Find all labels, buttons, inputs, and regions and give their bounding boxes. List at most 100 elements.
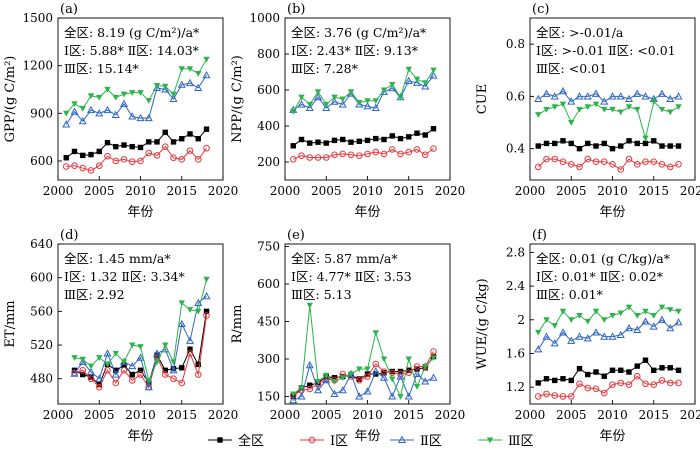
data-point bbox=[543, 140, 550, 147]
data-point bbox=[650, 99, 657, 105]
x-tick-label: 2005 bbox=[556, 184, 587, 198]
data-point bbox=[78, 357, 87, 365]
data-point bbox=[137, 371, 144, 378]
data-point bbox=[389, 133, 395, 139]
data-point bbox=[338, 386, 347, 394]
data-point bbox=[633, 372, 641, 380]
data-point bbox=[305, 361, 314, 369]
series-4 bbox=[535, 99, 682, 142]
series-3 bbox=[289, 361, 438, 404]
x-tick-label: 2000 bbox=[515, 408, 546, 422]
data-point bbox=[356, 138, 362, 144]
data-point bbox=[542, 89, 551, 97]
y-tick-label: 300 bbox=[257, 352, 280, 366]
data-point bbox=[306, 385, 314, 393]
series-2 bbox=[289, 145, 437, 163]
chart-panel-2: 2000 2005 2010 2015 2020 200 400 600 800 1000 年份 NP… bbox=[230, 2, 465, 220]
series-4 bbox=[290, 66, 437, 115]
data-point bbox=[421, 151, 429, 159]
data-point bbox=[608, 332, 617, 340]
data-point bbox=[187, 346, 193, 352]
data-point bbox=[170, 91, 177, 98]
data-point bbox=[405, 148, 413, 156]
data-point bbox=[95, 109, 104, 117]
data-point bbox=[347, 89, 355, 95]
data-point bbox=[559, 308, 567, 315]
data-point bbox=[568, 119, 575, 126]
data-point bbox=[314, 154, 322, 161]
data-point bbox=[576, 163, 583, 171]
series-1 bbox=[63, 126, 210, 161]
data-point bbox=[405, 356, 412, 363]
data-point bbox=[145, 98, 152, 104]
x-tick-label: 2005 bbox=[84, 184, 115, 198]
data-point bbox=[153, 152, 161, 159]
data-point bbox=[79, 367, 87, 374]
data-point bbox=[430, 67, 437, 74]
data-point bbox=[593, 143, 599, 149]
data-point bbox=[551, 392, 559, 399]
data-point bbox=[298, 136, 305, 143]
chart-panel-3: 2000 2005 2010 2015 2020 0.4 0.6 0.8 年份 CUE (c) 全区:… bbox=[475, 2, 700, 220]
y-axis-label: CUE bbox=[475, 84, 490, 114]
data-point bbox=[380, 150, 388, 158]
data-point bbox=[559, 101, 567, 108]
data-point bbox=[584, 155, 592, 163]
data-point bbox=[70, 107, 79, 115]
data-point bbox=[112, 379, 120, 387]
data-point bbox=[95, 383, 103, 391]
data-point bbox=[576, 145, 583, 152]
data-point bbox=[601, 317, 608, 323]
data-point bbox=[355, 392, 364, 400]
data-point bbox=[96, 355, 103, 361]
data-point bbox=[543, 317, 550, 323]
trend-annotation: 全区: 5.87 mm/a* bbox=[291, 251, 398, 266]
data-point bbox=[95, 162, 103, 170]
data-point bbox=[178, 156, 186, 163]
series-4 bbox=[71, 276, 210, 384]
data-point bbox=[667, 143, 673, 149]
data-point bbox=[585, 371, 591, 378]
data-point bbox=[600, 332, 609, 340]
data-point bbox=[71, 355, 78, 361]
data-point bbox=[111, 110, 120, 118]
data-point bbox=[185, 336, 195, 344]
x-tick-label: 2005 bbox=[84, 408, 115, 422]
x-tick-label: 2000 bbox=[43, 408, 74, 422]
series-line bbox=[74, 315, 207, 389]
series-line bbox=[292, 68, 434, 112]
data-point bbox=[355, 100, 364, 108]
legend-label: Ⅱ区 bbox=[420, 434, 442, 449]
data-point bbox=[87, 167, 95, 174]
data-point bbox=[642, 380, 649, 388]
data-point bbox=[422, 80, 429, 86]
series-line bbox=[293, 148, 434, 160]
data-point bbox=[617, 109, 624, 116]
data-point bbox=[534, 345, 543, 353]
data-point bbox=[186, 307, 194, 313]
x-tick-label: 2020 bbox=[208, 184, 239, 198]
data-point bbox=[576, 313, 583, 319]
data-point bbox=[609, 106, 616, 113]
data-point bbox=[120, 359, 128, 366]
data-point bbox=[609, 381, 616, 388]
data-point bbox=[576, 106, 583, 113]
data-point bbox=[551, 104, 558, 111]
data-point bbox=[543, 155, 550, 163]
y-tick-label: 800 bbox=[257, 47, 280, 61]
data-point bbox=[289, 396, 298, 404]
data-point bbox=[625, 104, 633, 111]
series-line bbox=[293, 351, 434, 396]
data-point bbox=[128, 377, 136, 384]
data-point bbox=[667, 365, 673, 371]
data-point bbox=[618, 367, 624, 374]
trend-annotation: 全区: 1.45 mm/a* bbox=[64, 251, 171, 266]
data-point bbox=[542, 332, 551, 340]
series-line bbox=[538, 359, 679, 384]
data-point bbox=[567, 161, 575, 168]
data-point bbox=[609, 145, 616, 152]
data-point bbox=[559, 393, 567, 400]
data-point bbox=[642, 140, 649, 147]
data-point bbox=[534, 393, 542, 400]
data-point bbox=[372, 330, 379, 336]
